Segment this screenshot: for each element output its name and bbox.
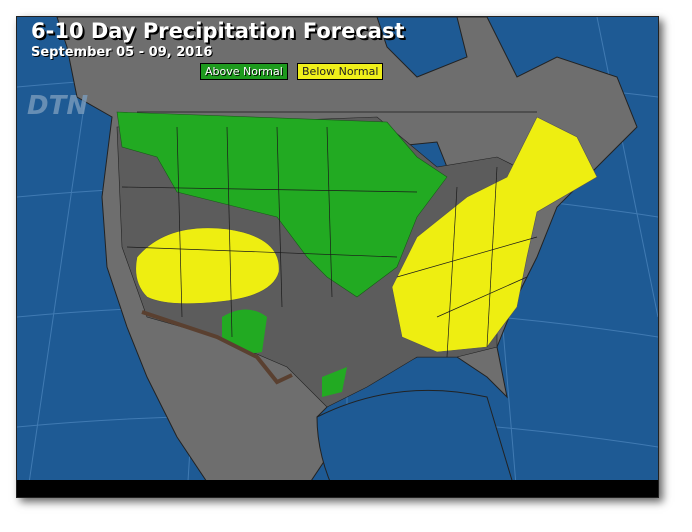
map-date-range: September 05 - 09, 2016	[31, 45, 213, 60]
state-borders	[121, 111, 538, 358]
forecast-map-frame: 6-10 Day Precipitation Forecast Septembe…	[16, 16, 659, 498]
legend-above-normal: Above Normal	[200, 63, 288, 80]
hudson-bay	[376, 17, 468, 78]
above-normal-texas-coast	[322, 367, 347, 397]
below-normal-east	[391, 116, 598, 353]
bottom-bar	[17, 480, 658, 497]
below-normal-west	[135, 227, 280, 304]
map-title: 6-10 Day Precipitation Forecast	[31, 19, 405, 43]
coastal-shelf	[141, 310, 293, 385]
gulf-of-mexico	[316, 389, 518, 497]
legend-below-normal: Below Normal	[297, 63, 384, 80]
above-normal-north	[116, 111, 448, 298]
dtn-logo: DTN	[27, 91, 89, 121]
precipitation-map	[17, 17, 658, 497]
above-normal-southwest	[222, 309, 267, 353]
